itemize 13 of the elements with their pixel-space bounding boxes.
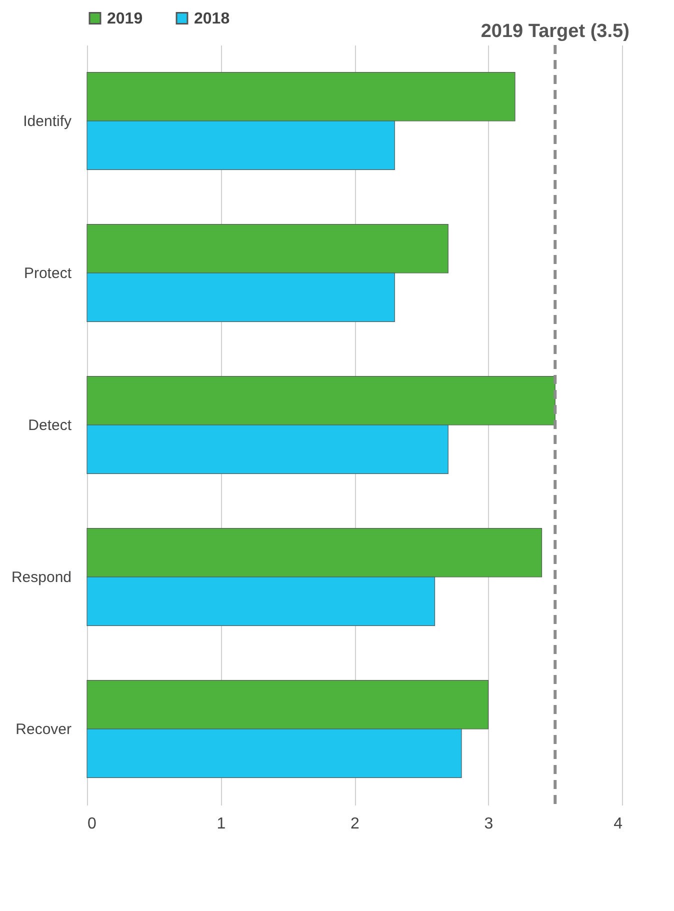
x-tick-label: 2 — [350, 816, 360, 832]
y-tick-label: Recover — [16, 721, 72, 738]
x-tick-label: 0 — [88, 816, 96, 832]
x-tick-label: 1 — [216, 816, 226, 832]
y-tick-label: Detect — [28, 417, 72, 434]
x-tick-label: 3 — [484, 816, 494, 832]
x-tick-label: 4 — [614, 816, 623, 832]
ref-line-label: 2019 Target (3.5) — [480, 21, 630, 42]
y-tick-label: Respond — [11, 569, 72, 586]
y-tick-label: Protect — [24, 265, 72, 282]
y-tick-label: Identify — [23, 113, 72, 130]
legend-label: 2019 — [107, 10, 143, 28]
legend-label: 2018 — [194, 10, 230, 28]
